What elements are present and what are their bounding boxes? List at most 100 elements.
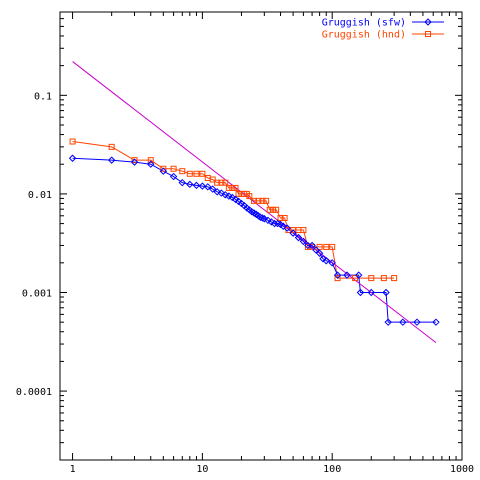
- data-point-gruggish-sfw: [343, 271, 351, 279]
- data-point-gruggish-hnd: [391, 275, 398, 282]
- data-point-gruggish-sfw: [208, 185, 217, 193]
- data-point-gruggish-hnd: [209, 176, 216, 183]
- data-point-gruggish-sfw: [264, 216, 272, 224]
- data-point-gruggish-hnd: [300, 227, 307, 234]
- data-point-gruggish-hnd: [251, 197, 258, 204]
- data-point-gruggish-hnd: [160, 165, 167, 172]
- data-point-gruggish-sfw: [382, 288, 390, 297]
- data-point-gruggish-sfw: [258, 214, 267, 222]
- data-point-gruggish-sfw: [322, 257, 330, 265]
- data-point-gruggish-hnd: [263, 197, 270, 204]
- data-point-gruggish-sfw: [234, 197, 243, 206]
- data-point-gruggish-hnd: [229, 184, 236, 191]
- data-point-gruggish-sfw: [333, 271, 342, 279]
- data-point-gruggish-hnd: [368, 275, 375, 282]
- data-point-gruggish-sfw: [267, 218, 276, 226]
- series-line-reference: [72, 61, 437, 344]
- data-point-gruggish-sfw: [279, 222, 287, 230]
- data-point-gruggish-sfw: [130, 158, 139, 166]
- data-point-gruggish-hnd: [270, 206, 277, 213]
- data-point-gruggish-sfw: [231, 195, 240, 204]
- legend-swatch-marker: [424, 18, 432, 26]
- data-point-gruggish-sfw: [186, 180, 194, 189]
- y-tick-label: 0.001: [22, 288, 52, 299]
- data-point-gruggish-sfw: [228, 193, 237, 202]
- data-point-gruggish-sfw: [204, 183, 212, 191]
- plot-frame: [59, 11, 463, 461]
- data-point-gruggish-hnd: [218, 179, 225, 186]
- data-point-gruggish-sfw: [147, 160, 155, 168]
- x-tick-label: 10: [196, 464, 208, 475]
- data-point-gruggish-hnd: [323, 243, 330, 250]
- data-point-gruggish-sfw: [315, 249, 324, 257]
- y-tick-label: 0.1: [34, 91, 52, 102]
- y-tick-label: 0.0001: [16, 387, 52, 398]
- data-point-gruggish-sfw: [413, 318, 421, 326]
- data-point-gruggish-sfw: [356, 288, 365, 297]
- data-point-gruggish-hnd: [170, 165, 177, 172]
- data-point-gruggish-sfw: [384, 318, 392, 326]
- data-point-gruggish-sfw: [319, 255, 327, 263]
- data-point-gruggish-sfw: [217, 189, 226, 197]
- data-point-gruggish-hnd: [225, 184, 232, 191]
- data-point-gruggish-sfw: [260, 215, 269, 223]
- legend: Gruggish (sfw)Gruggish (hnd): [322, 18, 444, 41]
- data-point-gruggish-sfw: [367, 288, 375, 297]
- x-tick-label: 1: [70, 464, 76, 475]
- data-point-gruggish-sfw: [294, 233, 303, 242]
- data-point-gruggish-hnd: [273, 206, 280, 213]
- x-axis: 1 10 100 1000: [70, 12, 474, 475]
- plot-markers: [68, 138, 440, 326]
- data-point-gruggish-sfw: [354, 271, 363, 279]
- data-point-gruggish-hnd: [147, 157, 154, 164]
- data-point-gruggish-hnd: [246, 193, 253, 200]
- data-point-gruggish-hnd: [214, 179, 221, 186]
- data-point-gruggish-sfw: [169, 172, 178, 181]
- data-point-gruggish-hnd: [259, 197, 266, 204]
- data-point-gruggish-hnd: [329, 243, 336, 250]
- legend-label: Gruggish (hnd): [322, 30, 406, 41]
- data-point-gruggish-hnd: [277, 214, 284, 221]
- data-point-gruggish-hnd: [281, 214, 288, 221]
- data-point-gruggish-hnd: [255, 197, 262, 204]
- data-point-gruggish-sfw: [299, 237, 308, 246]
- data-point-gruggish-sfw: [308, 241, 316, 250]
- x-tick-label: 100: [323, 464, 341, 475]
- data-point-gruggish-hnd: [186, 170, 193, 177]
- legend-label: Gruggish (sfw): [322, 18, 406, 29]
- data-point-gruggish-sfw: [213, 188, 221, 196]
- y-axis: 0.1 0.01 0.001 0.0001: [16, 18, 462, 461]
- data-point-gruggish-sfw: [399, 318, 407, 326]
- data-point-gruggish-hnd: [199, 170, 206, 177]
- data-point-gruggish-sfw: [159, 167, 168, 175]
- y-tick-label: 0.01: [28, 190, 52, 201]
- x-tick-label: 1000: [450, 464, 474, 475]
- data-point-gruggish-hnd: [334, 275, 341, 282]
- data-point-gruggish-hnd: [179, 168, 186, 175]
- data-point-gruggish-sfw: [312, 246, 320, 254]
- data-point-gruggish-hnd: [266, 206, 273, 213]
- data-point-gruggish-sfw: [68, 154, 77, 162]
- data-point-gruggish-sfw: [289, 229, 297, 237]
- data-point-gruggish-hnd: [108, 143, 115, 150]
- data-point-gruggish-sfw: [225, 192, 233, 200]
- data-point-gruggish-hnd: [193, 170, 200, 177]
- data-point-gruggish-sfw: [283, 224, 291, 232]
- legend-swatch-marker: [425, 31, 431, 37]
- data-point-gruggish-hnd: [352, 275, 359, 282]
- data-point-gruggish-sfw: [256, 213, 265, 221]
- data-point-gruggish-sfw: [107, 156, 116, 164]
- data-point-gruggish-hnd: [222, 179, 229, 186]
- data-point-gruggish-hnd: [380, 275, 387, 282]
- data-point-gruggish-sfw: [328, 259, 336, 267]
- data-point-gruggish-sfw: [198, 182, 207, 190]
- data-point-gruggish-sfw: [192, 181, 201, 190]
- data-point-gruggish-sfw: [221, 191, 229, 199]
- data-point-gruggish-hnd: [232, 184, 239, 191]
- data-point-gruggish-sfw: [178, 178, 186, 187]
- data-point-gruggish-hnd: [316, 243, 323, 250]
- data-point-gruggish-sfw: [270, 219, 279, 228]
- data-point-gruggish-hnd: [131, 157, 138, 164]
